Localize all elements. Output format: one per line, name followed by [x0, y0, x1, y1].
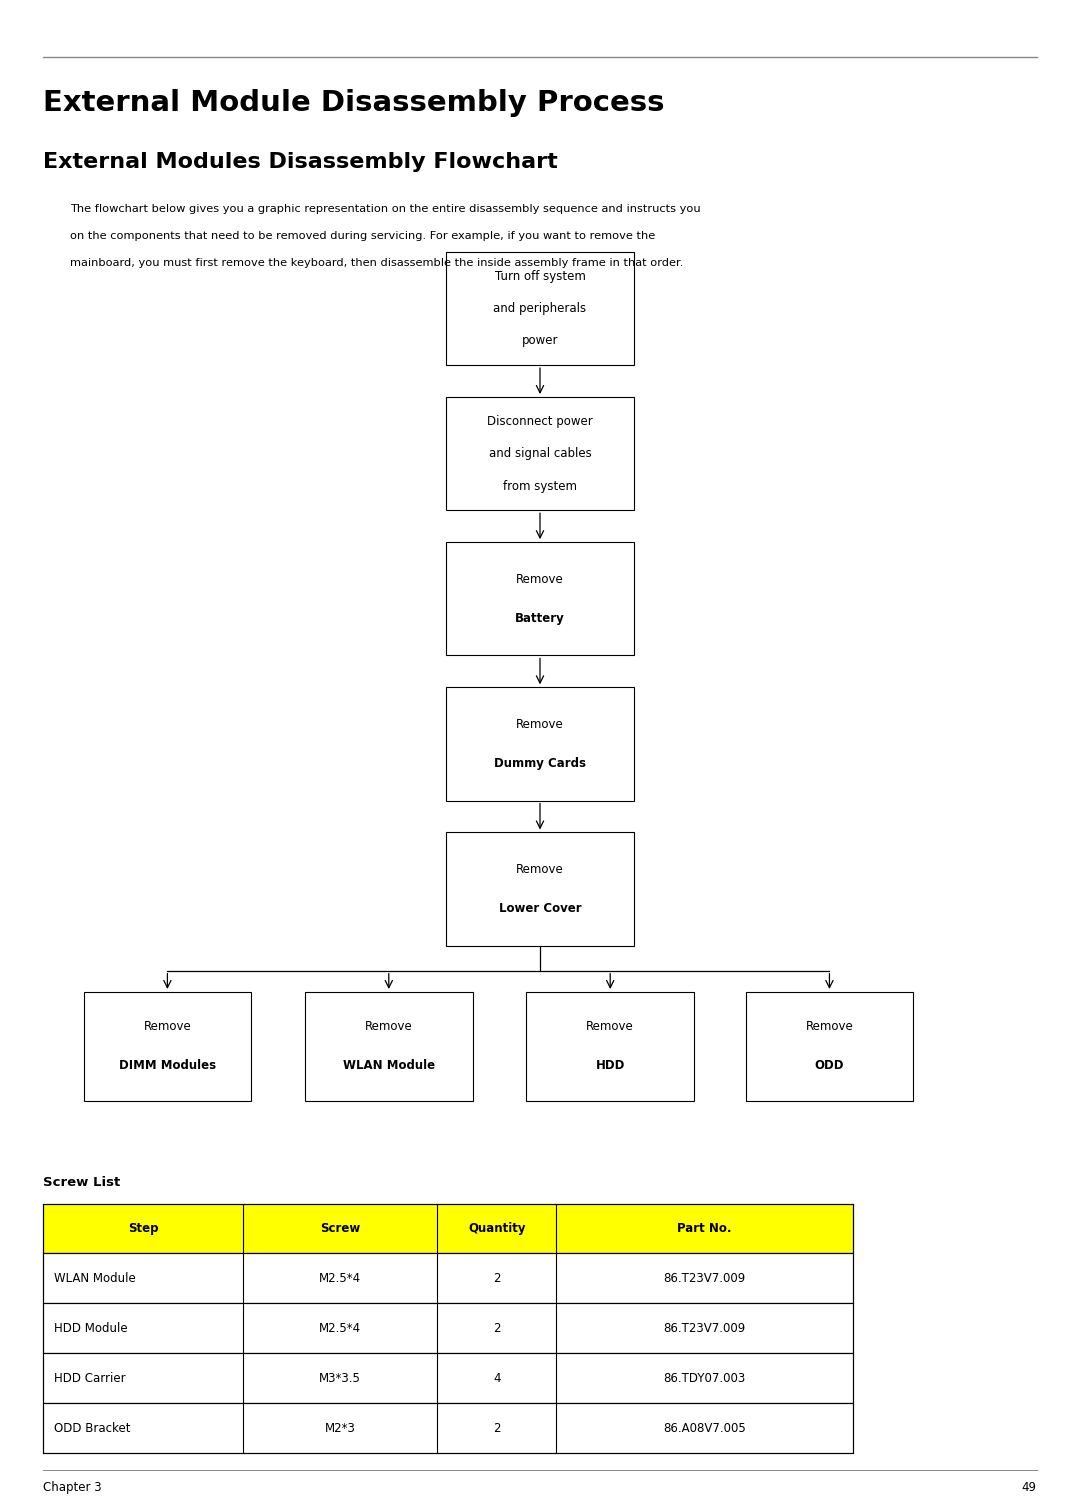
- Text: ODD: ODD: [814, 1060, 845, 1072]
- Text: mainboard, you must first remove the keyboard, then disassemble the inside assem: mainboard, you must first remove the key…: [70, 259, 684, 268]
- Bar: [446, 832, 634, 947]
- Text: 2: 2: [494, 1421, 500, 1435]
- Bar: [446, 253, 634, 364]
- Text: Lower Cover: Lower Cover: [499, 903, 581, 915]
- Bar: [43, 1204, 853, 1253]
- Text: External Module Disassembly Process: External Module Disassembly Process: [43, 89, 664, 116]
- Text: HDD Carrier: HDD Carrier: [54, 1371, 125, 1385]
- Text: Remove: Remove: [516, 863, 564, 875]
- Bar: [43, 1303, 853, 1353]
- Bar: [43, 1353, 853, 1403]
- Text: ODD Bracket: ODD Bracket: [54, 1421, 131, 1435]
- Text: Dummy Cards: Dummy Cards: [494, 758, 586, 770]
- Text: Quantity: Quantity: [468, 1222, 526, 1235]
- Text: Remove: Remove: [586, 1021, 634, 1033]
- Bar: [84, 992, 251, 1101]
- Text: HDD Module: HDD Module: [54, 1321, 127, 1335]
- Text: Remove: Remove: [144, 1021, 191, 1033]
- Text: from system: from system: [503, 479, 577, 493]
- Text: WLAN Module: WLAN Module: [54, 1272, 136, 1285]
- Text: Screw: Screw: [320, 1222, 361, 1235]
- Text: 86.T23V7.009: 86.T23V7.009: [663, 1321, 746, 1335]
- Text: Remove: Remove: [365, 1021, 413, 1033]
- Text: 2: 2: [494, 1272, 500, 1285]
- Text: The flowchart below gives you a graphic representation on the entire disassembly: The flowchart below gives you a graphic …: [70, 204, 701, 213]
- Bar: [526, 992, 693, 1101]
- Text: 86.TDY07.003: 86.TDY07.003: [663, 1371, 746, 1385]
- Text: WLAN Module: WLAN Module: [342, 1060, 435, 1072]
- Bar: [446, 686, 634, 801]
- Bar: [43, 1253, 853, 1303]
- Text: Turn off system: Turn off system: [495, 269, 585, 283]
- Text: Battery: Battery: [515, 612, 565, 624]
- Text: M2*3: M2*3: [325, 1421, 355, 1435]
- Text: External Modules Disassembly Flowchart: External Modules Disassembly Flowchart: [43, 151, 558, 172]
- Text: Remove: Remove: [516, 718, 564, 730]
- Text: 86.A08V7.005: 86.A08V7.005: [663, 1421, 746, 1435]
- Text: Disconnect power: Disconnect power: [487, 414, 593, 428]
- Text: power: power: [522, 334, 558, 348]
- Text: and peripherals: and peripherals: [494, 302, 586, 314]
- Text: HDD: HDD: [595, 1060, 625, 1072]
- Text: Chapter 3: Chapter 3: [43, 1482, 102, 1494]
- Text: on the components that need to be removed during servicing. For example, if you : on the components that need to be remove…: [70, 231, 656, 240]
- Text: M3*3.5: M3*3.5: [320, 1371, 361, 1385]
- Text: M2.5*4: M2.5*4: [319, 1321, 362, 1335]
- Text: Screw List: Screw List: [43, 1176, 121, 1188]
- Text: 86.T23V7.009: 86.T23V7.009: [663, 1272, 746, 1285]
- Text: 49: 49: [1022, 1482, 1037, 1494]
- Bar: [745, 992, 914, 1101]
- Text: Step: Step: [127, 1222, 159, 1235]
- Text: 4: 4: [494, 1371, 500, 1385]
- Text: Remove: Remove: [516, 573, 564, 585]
- Text: M2.5*4: M2.5*4: [319, 1272, 362, 1285]
- Text: Remove: Remove: [806, 1021, 853, 1033]
- Text: DIMM Modules: DIMM Modules: [119, 1060, 216, 1072]
- Bar: [446, 398, 634, 511]
- Bar: [43, 1403, 853, 1453]
- Text: Part No.: Part No.: [677, 1222, 732, 1235]
- Bar: [305, 992, 473, 1101]
- Bar: [446, 543, 634, 656]
- Text: 2: 2: [494, 1321, 500, 1335]
- Text: and signal cables: and signal cables: [488, 448, 592, 460]
